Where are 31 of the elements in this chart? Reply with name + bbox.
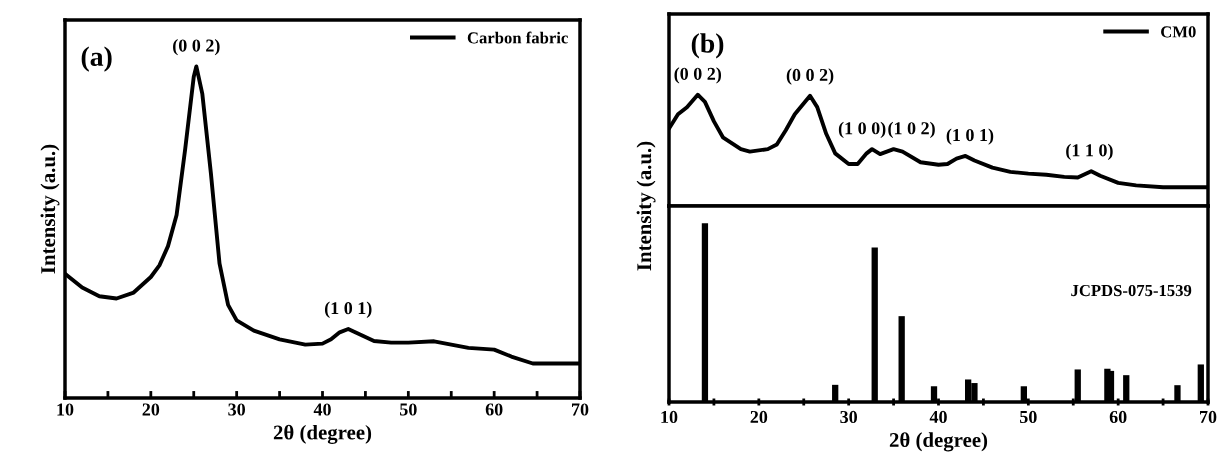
annotation: (0 0 2): [674, 67, 722, 84]
text: (b): [691, 33, 724, 59]
legend-label: Carbon fabric: [467, 31, 568, 44]
y-axis-title: Intensity (a.u.): [40, 144, 60, 274]
annotation: (1 0 2): [888, 121, 935, 139]
annotation: (1 1 0): [1066, 143, 1113, 161]
x-tick-label: 10: [57, 403, 74, 416]
x-tick-label: 50: [1020, 410, 1037, 424]
annotation: (0 0 2): [786, 68, 834, 85]
x-tick-label: 70: [572, 403, 589, 416]
annotation: (1 0 1): [946, 128, 994, 145]
x-tick-label: 50: [400, 403, 417, 416]
x-tick-label: 60: [485, 403, 503, 416]
annotation: (1 0 1): [324, 301, 372, 318]
x-axis-title: 2θ (degree): [273, 424, 372, 444]
x-tick-label: 20: [750, 410, 768, 424]
annotation: (1 0 0): [838, 121, 886, 139]
x-tick-label: 20: [142, 403, 160, 416]
x-tick-label: 40: [929, 410, 947, 424]
x-tick-label: 40: [313, 403, 331, 416]
annotation: (0 0 2): [173, 38, 220, 56]
x-tick-label: 30: [228, 403, 246, 416]
legend-label: CM0: [1161, 26, 1196, 38]
x-tick-label: 10: [661, 410, 678, 424]
x-tick-label: 70: [1200, 410, 1217, 424]
x-axis-title: 2θ (degree): [889, 432, 988, 452]
y-axis-title: Intensity (a.u.): [636, 141, 656, 271]
x-tick-label: 60: [1109, 410, 1127, 424]
x-tick-label: 30: [840, 410, 858, 424]
annotation: JCPDS-075-1539: [1071, 284, 1192, 297]
annotation: (a): [81, 46, 112, 72]
